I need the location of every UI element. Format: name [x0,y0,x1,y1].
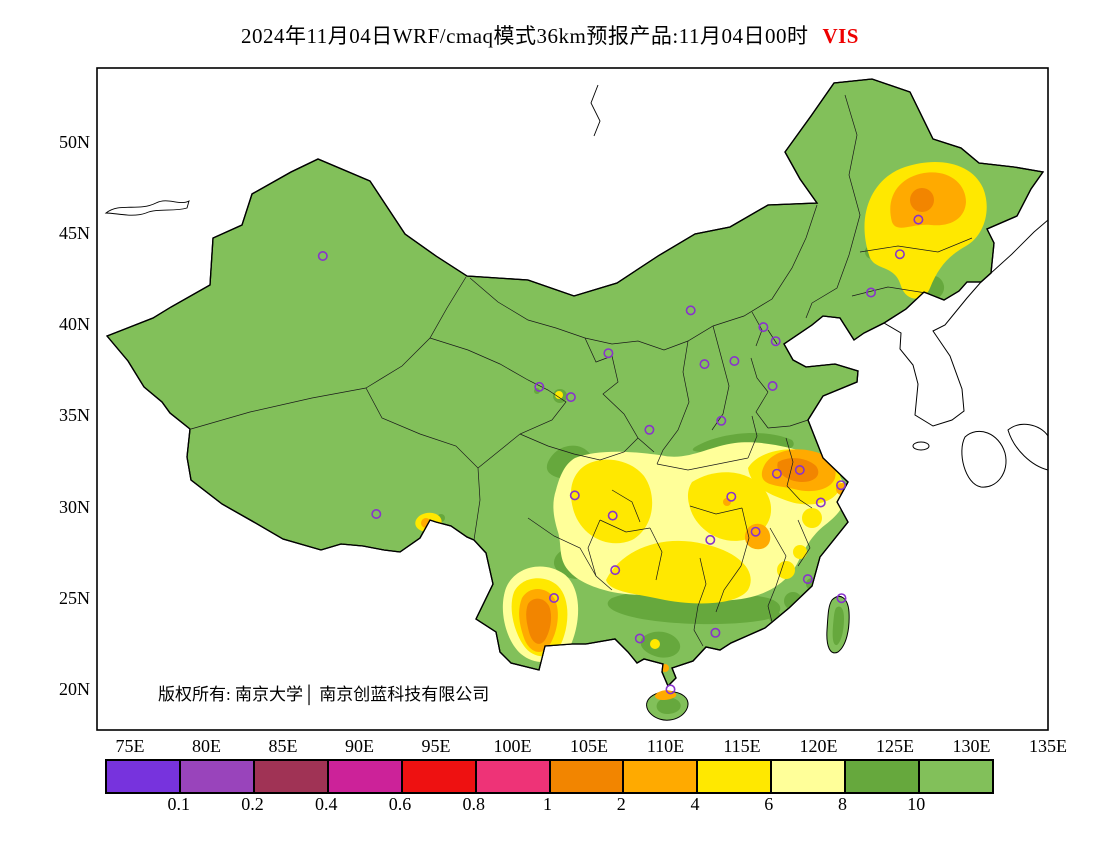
city-marker [770,336,781,347]
colorbar-cell [476,761,551,792]
city-marker [767,380,778,391]
city-marker [644,424,655,435]
city-marker [607,510,618,521]
kyushu-island [961,431,1007,488]
honshu-fragment [1007,423,1049,471]
china-islands [646,596,850,721]
colorbar-cell [698,761,773,792]
colorbar-cell [846,761,921,792]
city-marker [603,348,614,359]
lake-baikal-outline [590,84,601,137]
city-marker [634,633,645,644]
province-borders [190,94,973,647]
colorbar-cell [772,761,847,792]
colorbar-cell [402,761,477,792]
colorbar-cell [920,761,993,792]
colorbar-cell [107,761,181,792]
city-marker [569,490,580,501]
title-variable-label: VIS [822,24,859,48]
visibility-overlays [415,161,987,672]
city-marker [716,415,727,426]
taiwan-island [826,596,850,654]
city-marker [705,534,716,545]
neighbor-coastlines [883,281,1049,488]
jeju-island [912,441,930,451]
city-marker [565,392,576,403]
title-text: 2024年11月04日WRF/cmaq模式36km预报产品:11月04日00时 [241,24,809,48]
city-marker [794,464,805,475]
city-marker [836,593,847,604]
city-marker [699,359,710,370]
page-title: 2024年11月04日WRF/cmaq模式36km预报产品:11月04日00时 V… [0,20,1100,50]
city-marker [865,287,876,298]
korea-coastline [883,281,982,427]
city-marker [758,322,769,333]
colorbar [105,759,994,794]
city-marker [894,249,905,260]
city-marker [729,355,740,366]
city-marker [685,305,696,316]
city-marker [665,684,676,695]
lake-balkhash-outline [104,200,190,216]
hainan-island [646,690,689,721]
city-marker [317,251,328,262]
overlay-1-2km [526,188,934,644]
map-frame [96,67,1049,731]
china-border-outline [105,78,1045,688]
city-marker [710,627,721,638]
colorbar-cell [550,761,625,792]
city-marker [610,565,621,576]
city-marker [835,480,846,491]
city-marker [750,526,761,537]
city-marker [913,214,924,225]
city-marker [371,508,382,519]
colorbar-cell [328,761,403,792]
colorbar-cell [180,761,255,792]
colorbar-cell [254,761,329,792]
city-marker [726,491,737,502]
city-markers [317,214,924,695]
city-marker [548,592,559,603]
copyright-text: 版权所有: 南京大学│ 南京创蓝科技有限公司 [158,685,490,704]
city-marker [534,381,545,392]
city-marker [815,497,826,508]
city-marker [771,468,782,479]
russia-coastline [990,219,1049,274]
external-water-features [104,84,1049,274]
colorbar-cell [624,761,699,792]
city-marker [802,574,813,585]
